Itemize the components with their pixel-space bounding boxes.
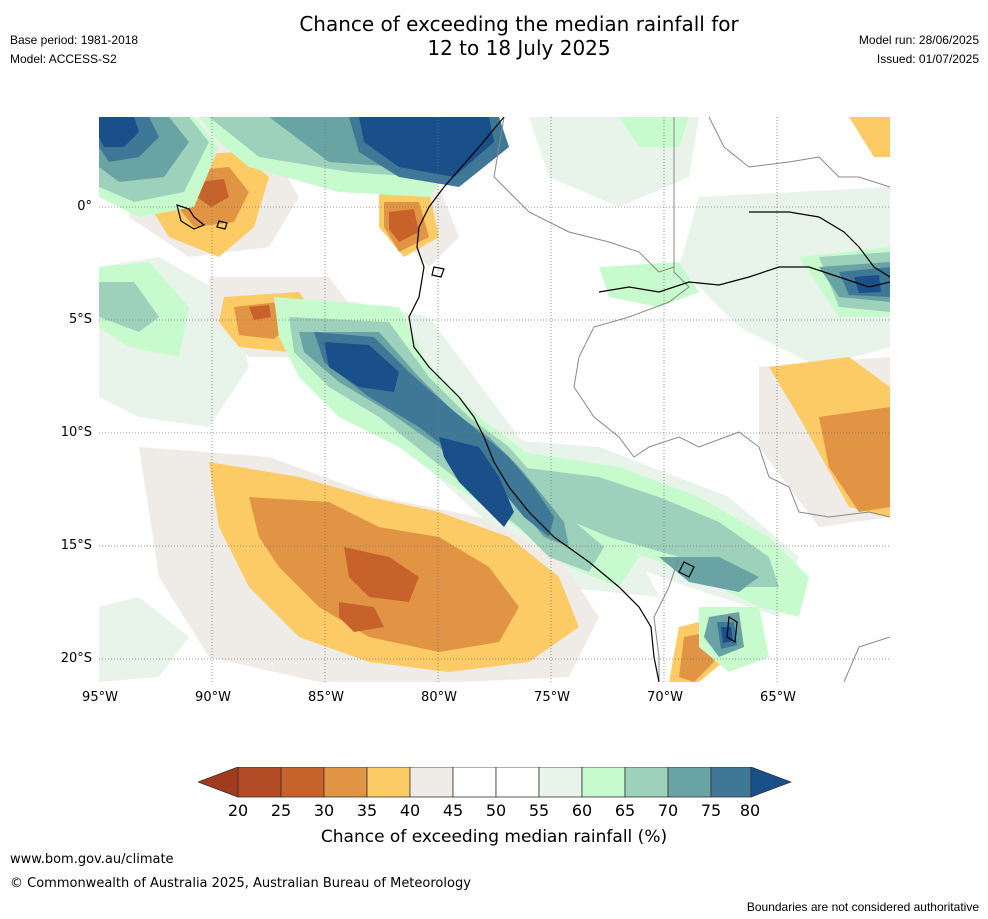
lon-label-70w: 70°W bbox=[647, 690, 683, 705]
lat-label-15s: 15°S bbox=[60, 538, 92, 553]
colorbar-tick-80: 80 bbox=[739, 801, 761, 820]
title-line-2: 12 to 18 July 2025 bbox=[427, 36, 611, 60]
colorbar-tick-50: 50 bbox=[485, 801, 507, 820]
colorbar-tick-55: 55 bbox=[528, 801, 550, 820]
colorbar-tick-75: 75 bbox=[700, 801, 722, 820]
colorbar-bin-75-80 bbox=[710, 767, 752, 798]
copyright-text: © Commonwealth of Australia 2025, Austra… bbox=[10, 876, 471, 891]
lon-label-80w: 80°W bbox=[421, 690, 457, 705]
colorbar-tick-70: 70 bbox=[657, 801, 679, 820]
colorbar-bin-20-25 bbox=[237, 767, 282, 798]
coastlines bbox=[176, 117, 890, 682]
colorbar-bin-25-30 bbox=[280, 767, 325, 798]
colorbar-title: Chance of exceeding median rainfall (%) bbox=[320, 827, 668, 847]
model-name-text: Model: ACCESS-S2 bbox=[10, 52, 117, 66]
colorbar-tick-25: 25 bbox=[270, 801, 292, 820]
graticule bbox=[99, 117, 890, 682]
model-run-text: Model run: 28/06/2025 bbox=[858, 33, 979, 47]
map-title: Chance of exceeding the median rainfall … bbox=[0, 12, 988, 60]
colorbar-tick-65: 65 bbox=[614, 801, 636, 820]
lat-label-10s: 10°S bbox=[60, 425, 92, 440]
colorbar-tick-60: 60 bbox=[571, 801, 593, 820]
lon-label-90w: 90°W bbox=[195, 690, 231, 705]
colorbar-tick-30: 30 bbox=[313, 801, 335, 820]
colorbar-bin-70-75 bbox=[667, 767, 712, 798]
colorbar-tick-20: 20 bbox=[227, 801, 249, 820]
lat-label-20s: 20°S bbox=[60, 651, 92, 666]
map-canvas bbox=[99, 117, 890, 682]
colorbar-tick-45: 45 bbox=[442, 801, 464, 820]
colorbar-bin-45-50 bbox=[452, 767, 497, 798]
lat-label-5s: 5°S bbox=[68, 312, 92, 327]
country-boundaries bbox=[493, 117, 890, 682]
lon-label-95w: 95°W bbox=[82, 690, 118, 705]
wettest-core-areas bbox=[99, 117, 881, 643]
colorbar-high-arrow bbox=[750, 767, 792, 798]
colorbar-tick-35: 35 bbox=[356, 801, 378, 820]
lon-label-75w: 75°W bbox=[534, 690, 570, 705]
probability-map[interactable] bbox=[99, 117, 890, 682]
very-dry-areas bbox=[197, 179, 419, 632]
lon-label-85w: 85°W bbox=[308, 690, 344, 705]
lon-label-65w: 65°W bbox=[760, 690, 796, 705]
base-period-text: Base period: 1981-2018 bbox=[10, 33, 139, 47]
colorbar-low-arrow bbox=[198, 767, 239, 798]
colorbar-bin-40-45 bbox=[409, 767, 454, 798]
colorbar-tick-40: 40 bbox=[399, 801, 421, 820]
colorbar-bin-60-65 bbox=[581, 767, 626, 798]
bom-climate-link[interactable]: www.bom.gov.au/climate bbox=[10, 852, 174, 867]
boundaries-disclaimer: Boundaries are not considered authoritat… bbox=[746, 900, 979, 914]
issued-date-text: Issued: 01/07/2025 bbox=[876, 52, 979, 66]
colorbar-bin-55-60 bbox=[538, 767, 583, 798]
colorbar-bin-30-35 bbox=[323, 767, 368, 798]
colorbar-bin-65-70 bbox=[624, 767, 669, 798]
lat-label-0: 0° bbox=[77, 199, 92, 214]
colorbar-bin-50-55 bbox=[495, 767, 540, 798]
colorbar bbox=[198, 767, 792, 798]
colorbar-bin-35-40 bbox=[366, 767, 411, 798]
title-line-1: Chance of exceeding the median rainfall … bbox=[299, 12, 739, 36]
